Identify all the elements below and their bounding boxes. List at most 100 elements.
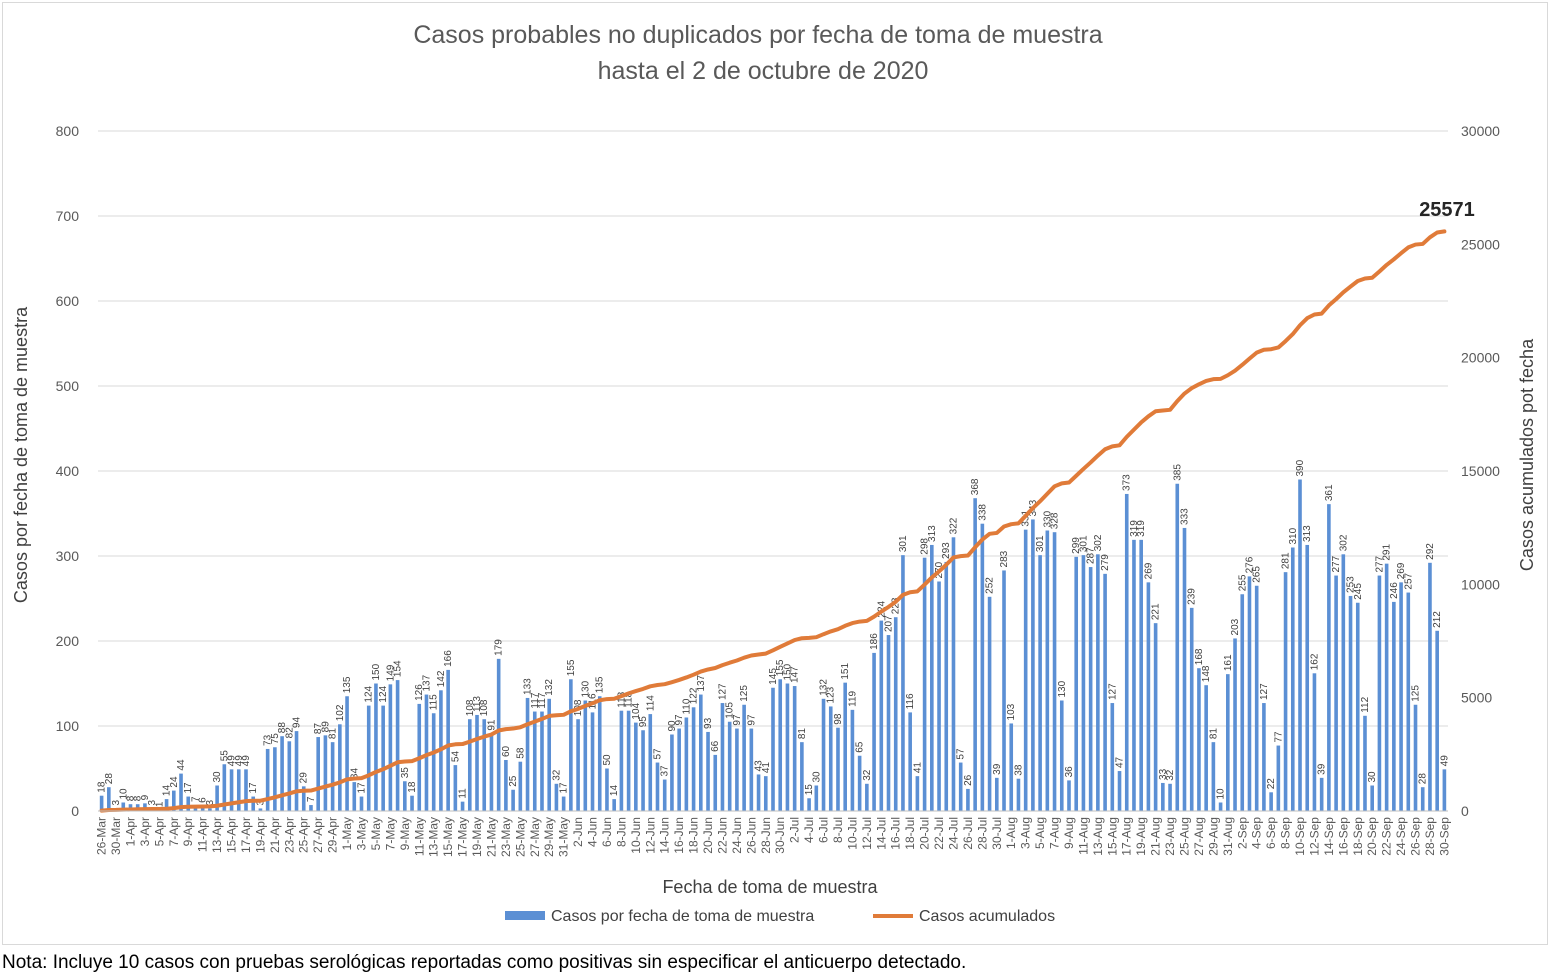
bar-data-label: 319 (1129, 520, 1140, 537)
bar-data-label: 60 (501, 745, 512, 757)
x-tick-label: 27-Aug (1192, 817, 1206, 856)
bar (1110, 703, 1115, 811)
x-tick-label: 18-Jul (903, 817, 917, 850)
x-tick-label: 17-May (456, 817, 470, 857)
bar (951, 537, 956, 811)
x-tick-label: 6-Jun (600, 817, 614, 847)
bar-data-label: 18 (97, 781, 108, 793)
bar-data-label: 44 (176, 759, 187, 771)
bar (352, 782, 357, 811)
bar-data-label: 90 (667, 720, 678, 732)
x-tick-label: 14-Jun (658, 817, 672, 854)
bar (756, 774, 761, 811)
bar-data-label: 28 (104, 773, 115, 785)
bar (597, 696, 602, 811)
bar-data-label: 154 (393, 660, 404, 677)
bar (1204, 685, 1208, 811)
left-tick-label: 100 (56, 718, 80, 734)
bar-data-label: 212 (1432, 611, 1443, 628)
bar-data-label: 49 (234, 755, 245, 767)
x-tick-label: 22-Sep (1380, 817, 1394, 856)
bar (294, 731, 299, 811)
bar-data-label: 18 (407, 781, 418, 793)
x-tick-label: 9-Apr (181, 817, 195, 846)
bar (908, 712, 912, 811)
bar (345, 696, 349, 811)
bar-data-label: 302 (1338, 534, 1349, 551)
bar-data-label: 65 (855, 741, 866, 753)
bar-data-label: 277 (1374, 555, 1385, 572)
bar (634, 722, 638, 811)
bar-data-label: 110 (681, 698, 692, 714)
bar (1428, 562, 1432, 811)
bar-data-label: 17 (559, 782, 570, 794)
bar-data-label: 127 (717, 683, 728, 700)
bar-data-label: 179 (494, 639, 505, 656)
bar-data-label: 124 (378, 685, 389, 702)
bar-data-label: 8 (133, 795, 144, 801)
bar-data-label: 361 (1324, 484, 1335, 501)
bar (1420, 787, 1425, 811)
bar-data-label: 55 (219, 750, 230, 762)
bar (828, 706, 833, 811)
bar (374, 683, 378, 811)
bar (857, 755, 862, 811)
bar-data-label: 257 (1403, 572, 1414, 589)
bar (886, 635, 891, 811)
bar-data-label: 41 (912, 762, 923, 774)
bar (605, 768, 609, 811)
bar (554, 783, 559, 811)
bar (742, 704, 746, 811)
bar-data-label: 145 (768, 668, 779, 685)
bar (561, 796, 566, 811)
x-tick-label: 12-Sep (1307, 817, 1321, 856)
bar-data-label: 310 (1288, 527, 1299, 544)
bar-data-label: 6 (198, 797, 209, 803)
chart-title-line2: hasta el 2 de octubre de 2020 (598, 57, 929, 85)
bar-data-label: 161 (1223, 654, 1234, 671)
bar (258, 808, 263, 811)
bar-data-label: 104 (631, 702, 642, 719)
bar (727, 721, 732, 811)
x-tick-label: 4-Jun (586, 817, 600, 847)
bar-data-label: 75 (270, 733, 281, 745)
bar-data-label: 103 (1006, 703, 1017, 720)
bar-data-label: 88 (277, 722, 288, 734)
bar-data-label: 81 (797, 728, 808, 740)
legend-line-label: Casos acumulados (919, 908, 1055, 925)
left-tick-label: 200 (56, 633, 80, 649)
bar (236, 769, 241, 811)
bar-data-label: 11 (458, 788, 469, 799)
bar-data-label: 43 (754, 760, 765, 772)
bar (1254, 585, 1259, 811)
bar (1045, 530, 1050, 811)
bar (994, 777, 999, 811)
right-tick-label: 25000 (1461, 236, 1500, 252)
bar-data-label: 239 (1187, 588, 1198, 605)
x-tick-label: 17-Aug (1120, 817, 1134, 856)
bar (850, 709, 855, 811)
bar-data-label: 113 (472, 696, 483, 712)
bar-data-label: 298 (920, 538, 931, 555)
bar-data-label: 137 (421, 674, 432, 691)
bar-data-label: 293 (941, 542, 952, 559)
right-axis-ticks: 0 5000 10000 15000 20000 25000 30000 (1461, 123, 1500, 819)
bar (511, 789, 515, 811)
x-tick-label: 11-Aug (1076, 817, 1090, 855)
x-tick-label: 30-Mar (109, 817, 123, 855)
bar-data-label: 246 (1389, 582, 1400, 599)
bar (403, 781, 407, 811)
x-tick-label: 10-Jun (629, 817, 643, 854)
bar-data-label: 26 (963, 774, 974, 786)
bar (576, 719, 580, 811)
bar (1442, 769, 1447, 811)
x-tick-label: 6-Sep (1264, 817, 1278, 849)
bar (800, 742, 804, 811)
bar (1182, 527, 1187, 811)
x-tick-label: 8-Sep (1279, 817, 1293, 849)
bar-data-label: 49 (227, 755, 238, 767)
x-tick-label: 2-Jul (788, 817, 802, 843)
right-tick-label: 10000 (1461, 576, 1500, 592)
right-tick-label: 5000 (1461, 690, 1492, 706)
bar-data-label: 150 (371, 663, 382, 680)
